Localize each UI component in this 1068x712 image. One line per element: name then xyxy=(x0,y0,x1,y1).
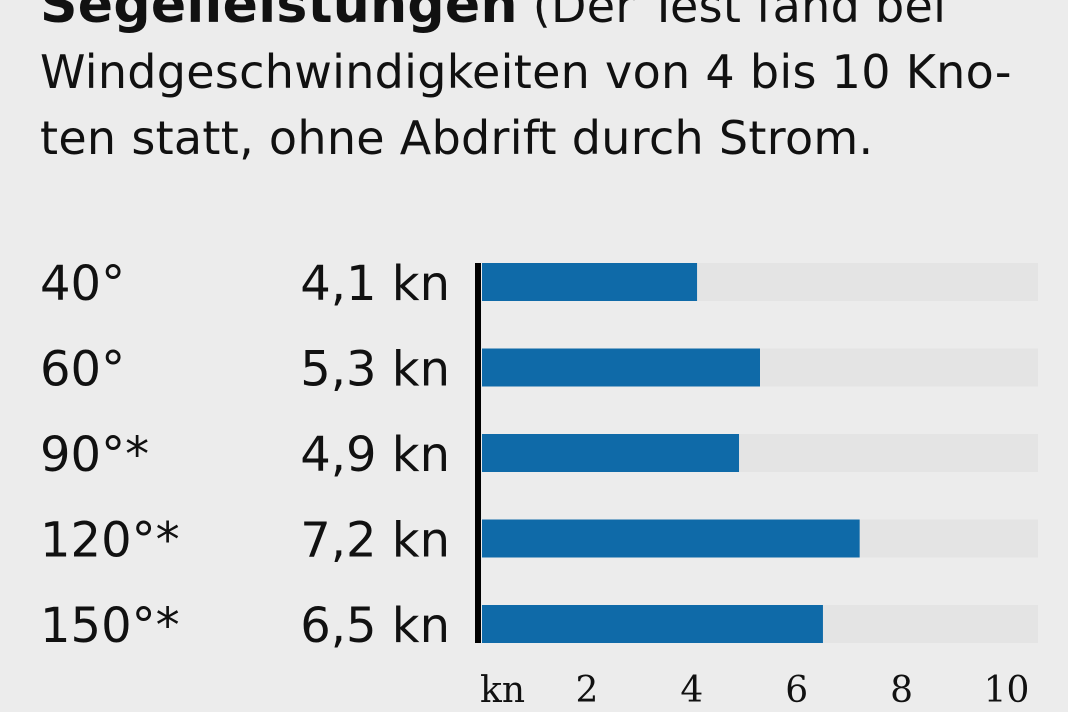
category-label: 120°* xyxy=(40,513,180,569)
bar xyxy=(482,263,698,301)
x-tick-label: 2 xyxy=(575,670,598,711)
bar xyxy=(482,605,823,643)
value-label: 7,2 kn xyxy=(300,513,450,569)
x-tick-label: 10 xyxy=(984,670,1030,711)
x-tick-label: 8 xyxy=(890,670,913,711)
bar xyxy=(482,348,760,387)
chart-title: Segelleistungen xyxy=(40,0,518,35)
y-axis-line xyxy=(475,263,481,643)
value-label: 6,5 kn xyxy=(300,598,450,654)
category-label: 150°* xyxy=(40,598,180,654)
value-label: 4,9 kn xyxy=(300,427,450,483)
chart-title-block: Segelleistungen (Der Test fand bei Windg… xyxy=(40,0,1050,171)
category-label: 40° xyxy=(40,256,125,312)
category-label: 60° xyxy=(40,342,125,398)
chart-subtitle: (Der Test fand bei Windgeschwindigkeiten… xyxy=(40,0,1012,165)
category-label: 90°* xyxy=(40,427,149,483)
bar xyxy=(482,519,860,558)
value-label: 4,1 kn xyxy=(300,256,450,312)
value-label: 5,3 kn xyxy=(300,342,450,398)
x-axis-unit-label: kn xyxy=(480,670,525,711)
x-tick-label: 4 xyxy=(680,670,703,711)
bar xyxy=(482,434,740,472)
x-tick-label: 6 xyxy=(785,670,808,711)
